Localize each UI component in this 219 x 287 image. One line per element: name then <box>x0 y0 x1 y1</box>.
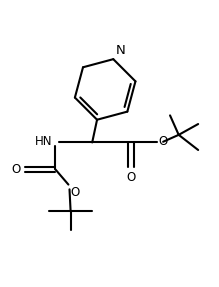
Text: O: O <box>158 135 167 148</box>
Text: O: O <box>127 170 136 183</box>
Text: HN: HN <box>35 135 52 148</box>
Text: O: O <box>71 186 80 199</box>
Text: O: O <box>12 163 21 176</box>
Text: N: N <box>115 44 125 57</box>
